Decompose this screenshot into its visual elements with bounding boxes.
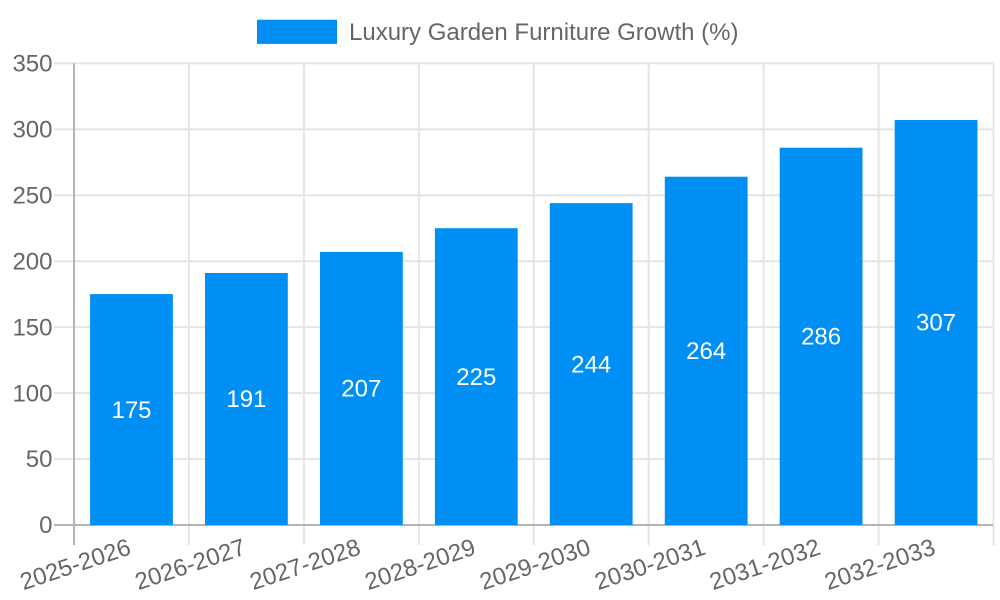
svg-text:225: 225 <box>456 364 496 391</box>
svg-text:286: 286 <box>801 324 841 351</box>
svg-text:100: 100 <box>12 380 52 407</box>
svg-text:Luxury Garden Furniture Growth: Luxury Garden Furniture Growth (%) <box>349 19 738 46</box>
svg-text:350: 350 <box>12 51 52 78</box>
svg-text:150: 150 <box>12 314 52 341</box>
svg-text:250: 250 <box>12 182 52 209</box>
svg-text:207: 207 <box>341 376 381 403</box>
svg-text:191: 191 <box>226 386 266 413</box>
svg-text:307: 307 <box>916 310 956 337</box>
svg-text:175: 175 <box>111 397 151 424</box>
svg-text:200: 200 <box>12 248 52 275</box>
svg-text:0: 0 <box>39 512 52 539</box>
svg-text:264: 264 <box>686 338 726 365</box>
svg-text:244: 244 <box>571 351 611 378</box>
svg-text:300: 300 <box>12 117 52 144</box>
svg-text:50: 50 <box>26 446 53 473</box>
